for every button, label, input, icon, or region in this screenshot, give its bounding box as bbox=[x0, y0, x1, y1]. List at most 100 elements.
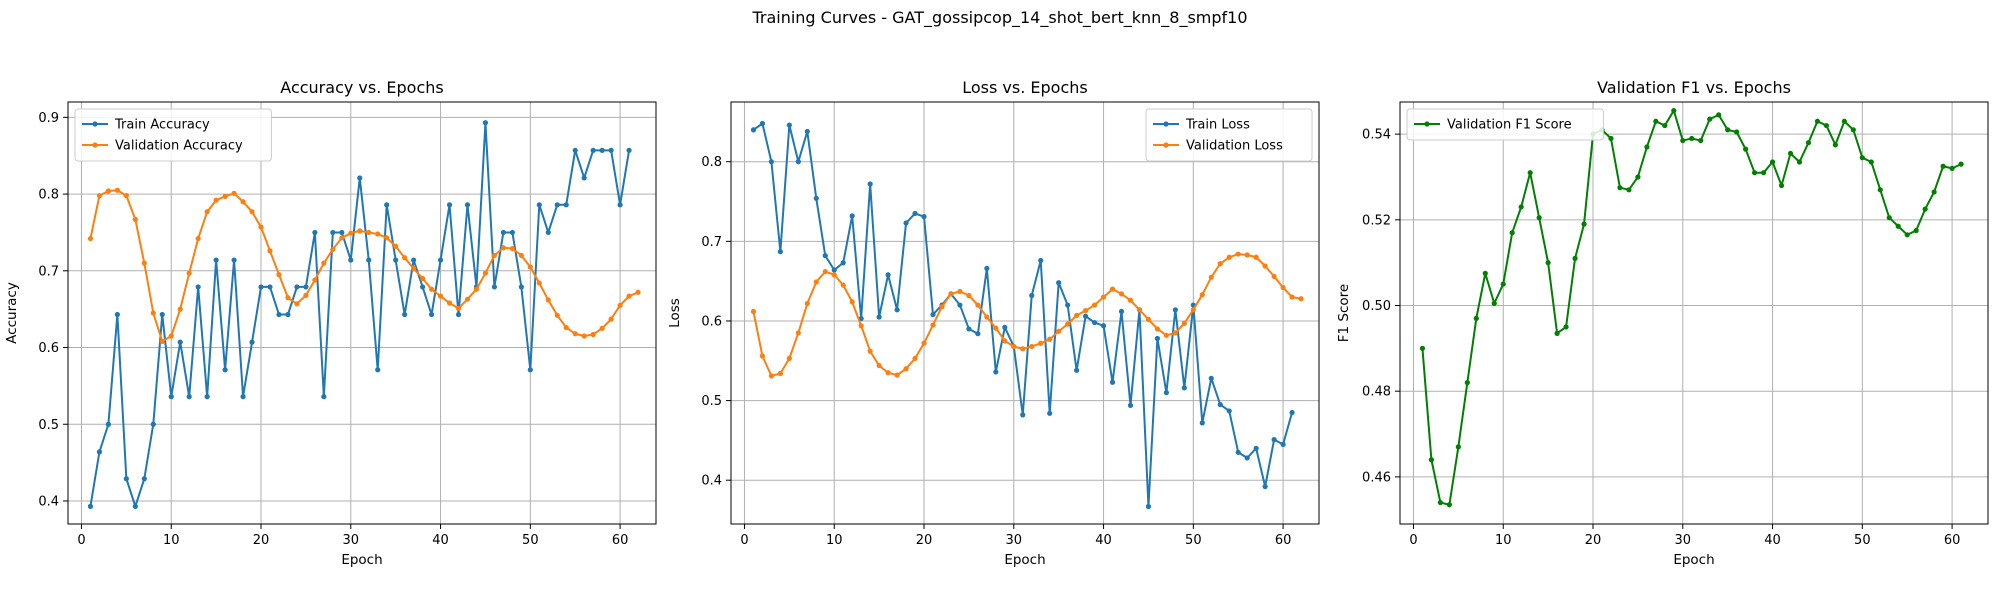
data-point bbox=[993, 369, 999, 375]
data-point bbox=[222, 193, 228, 199]
data-point bbox=[482, 270, 489, 276]
data-point bbox=[1244, 252, 1250, 258]
data-point bbox=[132, 216, 138, 222]
data-point bbox=[635, 289, 641, 295]
data-point bbox=[1127, 402, 1134, 408]
data-point bbox=[213, 257, 219, 263]
data-point bbox=[867, 348, 873, 354]
data-point bbox=[339, 229, 345, 236]
data-point bbox=[804, 128, 810, 135]
y-tick-label: 0.4 bbox=[701, 474, 722, 489]
f1-panel: 0 10 20 30 40 50 60 0.46 0.48 0.50 0.52 0.54 Validat… bbox=[1336, 78, 1989, 568]
x-tick-label: 0 bbox=[740, 533, 748, 548]
data-point bbox=[1563, 324, 1569, 330]
data-point bbox=[527, 367, 533, 373]
data-point bbox=[1038, 340, 1044, 346]
data-point bbox=[1020, 412, 1026, 418]
data-point bbox=[141, 476, 147, 482]
data-point bbox=[1047, 410, 1053, 416]
data-point bbox=[554, 202, 560, 208]
data-point bbox=[384, 235, 390, 241]
data-point bbox=[1635, 174, 1641, 180]
data-point bbox=[1262, 263, 1268, 269]
data-point bbox=[150, 421, 156, 427]
data-point bbox=[1698, 137, 1704, 144]
data-point bbox=[1734, 129, 1740, 135]
series-validation-accuracy bbox=[87, 187, 641, 344]
data-point bbox=[1895, 223, 1901, 229]
legend: Validation F1 Score bbox=[1406, 108, 1604, 141]
x-tick-label: 30 bbox=[1675, 533, 1692, 548]
data-point bbox=[1100, 323, 1107, 329]
data-point bbox=[1298, 296, 1304, 302]
data-point bbox=[428, 311, 435, 318]
y-tick-label: 0.7 bbox=[701, 235, 722, 250]
x-tick-label: 0 bbox=[1409, 533, 1417, 548]
data-point bbox=[1572, 255, 1578, 261]
data-point bbox=[500, 245, 506, 251]
data-point bbox=[186, 270, 192, 276]
data-point bbox=[303, 284, 309, 290]
x-tick-label: 20 bbox=[253, 533, 270, 548]
data-point bbox=[419, 275, 426, 282]
data-point bbox=[1280, 441, 1286, 447]
data-point bbox=[1545, 260, 1551, 266]
y-axis-label: Accuracy bbox=[4, 282, 20, 344]
data-point bbox=[384, 202, 390, 208]
data-point bbox=[509, 229, 515, 236]
data-point bbox=[1751, 170, 1758, 176]
data-point bbox=[885, 370, 891, 376]
data-point bbox=[1065, 321, 1071, 327]
data-point bbox=[321, 394, 327, 400]
data-point bbox=[276, 311, 282, 318]
legend-box bbox=[1145, 108, 1313, 162]
data-point bbox=[222, 367, 228, 373]
legend-box bbox=[1406, 108, 1604, 141]
x-tick-label: 60 bbox=[1944, 533, 1961, 548]
data-point bbox=[1011, 343, 1017, 350]
data-point bbox=[455, 311, 462, 318]
data-point bbox=[330, 229, 336, 236]
data-point bbox=[446, 300, 453, 306]
data-point bbox=[419, 284, 426, 290]
data-point bbox=[1235, 251, 1241, 257]
data-point bbox=[267, 248, 273, 254]
data-point bbox=[1136, 307, 1143, 313]
data-point bbox=[768, 373, 774, 379]
data-point bbox=[876, 314, 882, 320]
data-point bbox=[1289, 409, 1295, 416]
data-point bbox=[1778, 182, 1785, 189]
legend-label: Train Loss bbox=[1185, 118, 1250, 133]
data-point bbox=[1743, 146, 1749, 152]
data-point bbox=[1091, 319, 1098, 326]
data-point bbox=[572, 147, 578, 153]
data-point bbox=[795, 159, 801, 165]
data-point bbox=[159, 311, 165, 318]
data-point bbox=[1118, 291, 1125, 297]
data-point bbox=[617, 202, 623, 208]
data-point bbox=[428, 286, 435, 292]
data-point bbox=[276, 272, 282, 278]
data-point bbox=[1949, 165, 1955, 172]
data-point bbox=[1181, 320, 1187, 326]
data-point bbox=[563, 324, 569, 331]
data-point bbox=[1199, 292, 1205, 298]
data-point bbox=[393, 243, 399, 249]
data-point bbox=[1047, 336, 1053, 342]
data-point bbox=[1725, 127, 1731, 133]
data-point bbox=[1056, 280, 1062, 286]
data-point bbox=[984, 265, 990, 272]
data-point bbox=[518, 284, 524, 290]
data-point bbox=[1172, 307, 1178, 313]
data-point bbox=[608, 316, 614, 322]
data-point bbox=[822, 268, 828, 275]
data-point bbox=[123, 193, 129, 199]
data-point bbox=[509, 245, 515, 252]
data-point bbox=[1644, 144, 1650, 150]
data-point bbox=[759, 120, 766, 127]
data-point bbox=[1680, 137, 1686, 144]
data-point bbox=[1823, 122, 1830, 129]
data-point bbox=[1065, 302, 1071, 308]
data-point bbox=[446, 202, 453, 208]
